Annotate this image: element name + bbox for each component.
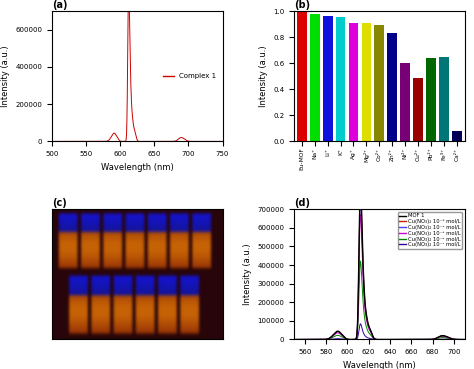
Cu(NO3)2 10-3 mol/L	[431, 337, 437, 341]
Cu(NO3)2 10-1 mol/L	[291, 337, 297, 342]
Line: Cu(NO3)2 10-1 mol/L: Cu(NO3)2 10-1 mol/L	[294, 324, 465, 339]
Y-axis label: Intensity (a.u.): Intensity (a.u.)	[243, 244, 252, 305]
Cu(NO3)2 10-1 mol/L	[393, 337, 399, 342]
Text: (a): (a)	[52, 0, 68, 10]
Bar	[387, 33, 397, 141]
Legend: MOF 1, Cu(NO₃)₂ 10⁻⁵ mol/L, Cu(NO₃)₂ 10⁻⁴ mol/L, Cu(NO₃)₂ 10⁻³ mol/L, Cu(NO₃)₂ 1: MOF 1, Cu(NO₃)₂ 10⁻⁵ mol/L, Cu(NO₃)₂ 10⁻…	[398, 212, 462, 249]
Cu(NO3)2 10-5 mol/L	[356, 233, 362, 237]
MOF 1	[419, 337, 424, 342]
MOF 1	[393, 337, 399, 342]
Cu(NO3)2 10-5 mol/L	[393, 337, 399, 342]
MOF 1	[402, 337, 408, 342]
Cu(NO3)2 10-4 mol/L	[431, 337, 437, 341]
Cu(NO3)2 10-2 mol/L	[419, 337, 424, 342]
Cu(NO3)2 10-5 mol/L	[393, 337, 399, 342]
Cu(NO3)2 10-2 mol/L	[462, 337, 467, 342]
Cu(NO3)2 10-2 mol/L	[393, 337, 399, 342]
Cu(NO3)2 10-3 mol/L	[419, 337, 424, 342]
Bar	[297, 11, 307, 141]
Cu(NO3)2 10-5 mol/L	[431, 337, 437, 341]
Bar	[426, 58, 436, 141]
Cu(NO3)2 10-2 mol/L	[291, 337, 297, 342]
Cu(NO3)2 10-5 mol/L	[419, 337, 424, 342]
Bar	[413, 77, 423, 141]
Cu(NO3)2 10-4 mol/L	[462, 337, 467, 342]
Cu(NO3)2 10-3 mol/L	[393, 337, 399, 342]
Bar	[439, 57, 449, 141]
Cu(NO3)2 10-3 mol/L	[356, 251, 362, 255]
MOF 1	[393, 337, 399, 342]
Line: Cu(NO3)2 10-2 mol/L: Cu(NO3)2 10-2 mol/L	[294, 261, 465, 339]
Text: (b): (b)	[294, 0, 310, 10]
Cu(NO3)2 10-4 mol/L	[291, 337, 297, 342]
MOF 1	[322, 337, 328, 342]
Text: (d): (d)	[294, 199, 310, 208]
Cu(NO3)2 10-1 mol/L	[431, 337, 437, 342]
Cu(NO3)2 10-2 mol/L	[393, 337, 399, 342]
Cu(NO3)2 10-5 mol/L	[402, 337, 408, 342]
Bar	[349, 23, 358, 141]
MOF 1	[291, 337, 297, 342]
Bar	[310, 14, 319, 141]
Y-axis label: Intensity (a.u.): Intensity (a.u.)	[259, 45, 268, 107]
Cu(NO3)2 10-4 mol/L	[358, 192, 364, 196]
Cu(NO3)2 10-5 mol/L	[322, 337, 328, 342]
Cu(NO3)2 10-3 mol/L	[393, 337, 399, 342]
Y-axis label: Intensity (a.u.): Intensity (a.u.)	[1, 45, 10, 107]
Cu(NO3)2 10-2 mol/L	[358, 259, 364, 263]
Cu(NO3)2 10-2 mol/L	[402, 337, 408, 342]
Cu(NO3)2 10-4 mol/L	[419, 337, 424, 342]
Cu(NO3)2 10-4 mol/L	[393, 337, 399, 342]
Cu(NO3)2 10-1 mol/L	[419, 337, 424, 342]
Bar	[452, 131, 462, 141]
MOF 1	[358, 180, 364, 185]
Line: Cu(NO3)2 10-3 mol/L: Cu(NO3)2 10-3 mol/L	[294, 214, 465, 339]
Line: Cu(NO3)2 10-4 mol/L: Cu(NO3)2 10-4 mol/L	[294, 194, 465, 339]
Cu(NO3)2 10-1 mol/L	[322, 337, 328, 342]
Cu(NO3)2 10-4 mol/L	[356, 237, 362, 241]
Bar	[401, 63, 410, 141]
Line: Cu(NO3)2 10-5 mol/L: Cu(NO3)2 10-5 mol/L	[294, 187, 465, 339]
Text: (c): (c)	[52, 199, 67, 208]
Cu(NO3)2 10-5 mol/L	[358, 185, 364, 190]
Bar	[374, 25, 384, 141]
Cu(NO3)2 10-4 mol/L	[322, 337, 328, 342]
Bar	[362, 23, 371, 141]
Cu(NO3)2 10-1 mol/L	[356, 327, 362, 331]
X-axis label: Wavelength (nm): Wavelength (nm)	[101, 163, 173, 172]
MOF 1	[462, 337, 467, 342]
Cu(NO3)2 10-4 mol/L	[402, 337, 408, 342]
Cu(NO3)2 10-3 mol/L	[358, 212, 364, 216]
Bar	[336, 17, 346, 141]
MOF 1	[431, 337, 437, 341]
Line: MOF 1: MOF 1	[294, 183, 465, 339]
Cu(NO3)2 10-1 mol/L	[402, 337, 408, 342]
Cu(NO3)2 10-3 mol/L	[291, 337, 297, 342]
Legend: Complex 1: Complex 1	[160, 70, 219, 82]
Bar	[323, 15, 333, 141]
Cu(NO3)2 10-1 mol/L	[462, 337, 467, 342]
Cu(NO3)2 10-2 mol/L	[431, 337, 437, 341]
Cu(NO3)2 10-5 mol/L	[462, 337, 467, 342]
X-axis label: Wavelength (nm): Wavelength (nm)	[343, 361, 416, 369]
MOF 1	[356, 230, 362, 234]
Cu(NO3)2 10-5 mol/L	[291, 337, 297, 342]
Cu(NO3)2 10-4 mol/L	[393, 337, 399, 342]
Cu(NO3)2 10-3 mol/L	[402, 337, 408, 342]
Cu(NO3)2 10-1 mol/L	[358, 322, 364, 326]
Cu(NO3)2 10-3 mol/L	[462, 337, 467, 342]
Cu(NO3)2 10-1 mol/L	[393, 337, 399, 342]
Cu(NO3)2 10-2 mol/L	[322, 337, 328, 342]
Cu(NO3)2 10-2 mol/L	[356, 283, 362, 288]
Cu(NO3)2 10-3 mol/L	[322, 337, 328, 342]
